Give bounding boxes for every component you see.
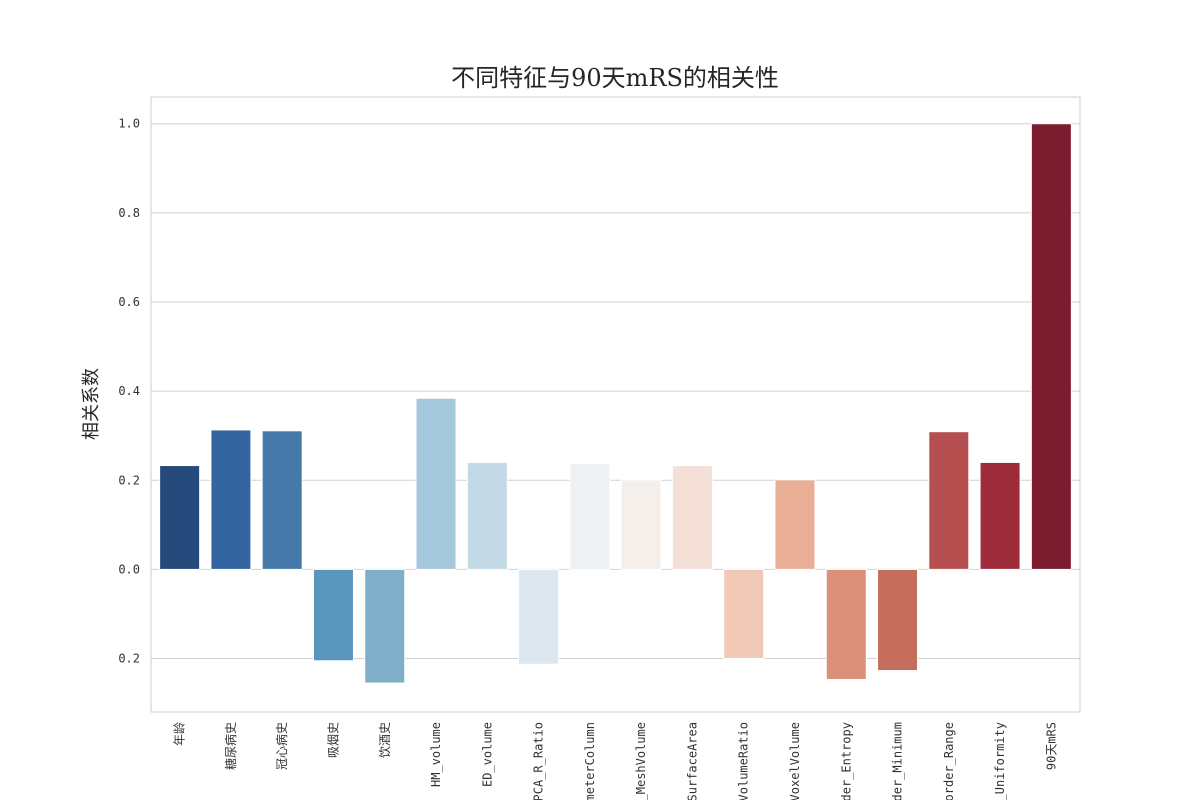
bar xyxy=(877,568,919,672)
x-category-label: VoxelVolume xyxy=(788,722,802,800)
y-tick-label: 0.8 xyxy=(118,206,140,220)
x-category-label: VolumeRatio xyxy=(737,722,751,800)
x-category-label: SurfaceArea xyxy=(685,722,699,800)
y-tick-label: 0.2 xyxy=(118,652,140,666)
bar xyxy=(774,479,816,570)
bar xyxy=(620,479,662,570)
y-tick-labels: 0.2 0.0 0.2 0.4 0.6 0.8 1.0 xyxy=(118,117,140,666)
bar xyxy=(723,568,765,660)
x-category-label: 冠心病史 xyxy=(274,722,289,770)
x-category-label: ED_volume xyxy=(480,722,494,787)
x-category-label: _Uniformity xyxy=(993,722,1007,800)
x-category-label: der_Entropy xyxy=(839,722,853,800)
bar xyxy=(415,397,457,570)
x-category-label: der_Minimum xyxy=(891,722,905,800)
bar xyxy=(518,568,560,665)
x-category-label: 吸烟史 xyxy=(326,722,340,758)
bar xyxy=(312,568,354,662)
x-category-label: HM_volume xyxy=(429,722,443,787)
bars xyxy=(159,123,1072,684)
y-tick-label: 1.0 xyxy=(118,117,140,131)
x-category-label: 饮酒史 xyxy=(378,722,392,758)
y-tick-label: 0.0 xyxy=(118,562,140,576)
bar xyxy=(979,461,1021,570)
chart-title: 不同特征与90天mRS的相关性 xyxy=(451,64,779,92)
x-category-label: meterColumn xyxy=(583,722,597,800)
x-category-label: 90天mRS xyxy=(1044,722,1058,770)
bar xyxy=(928,431,970,570)
bar xyxy=(210,429,252,570)
x-category-label: 糖尿病史 xyxy=(223,722,238,770)
bar xyxy=(466,461,508,570)
x-category-label: _MeshVolume xyxy=(634,722,648,800)
plot-frame xyxy=(150,96,1081,713)
bar xyxy=(261,430,303,570)
y-tick-label: 0.2 xyxy=(118,473,140,487)
x-category-label: 年龄 xyxy=(173,722,187,746)
y-tick-label: 0.6 xyxy=(118,295,140,309)
x-category-labels: 年龄 糖尿病史 冠心病史 吸烟史 饮酒史 HM_volume ED_volume PCA_R_… xyxy=(173,722,1059,800)
x-category-label: PCA_R_Ratio xyxy=(532,722,546,800)
x-category-label: order_Range xyxy=(942,722,956,800)
bar xyxy=(569,463,611,570)
bar xyxy=(364,568,406,684)
bar xyxy=(671,465,713,570)
gridlines xyxy=(151,123,1080,660)
bar xyxy=(1030,123,1072,570)
bar xyxy=(159,465,201,570)
y-axis-label: 相关系数 xyxy=(81,368,102,440)
bar xyxy=(825,568,867,680)
y-tick-label: 0.4 xyxy=(118,384,140,398)
